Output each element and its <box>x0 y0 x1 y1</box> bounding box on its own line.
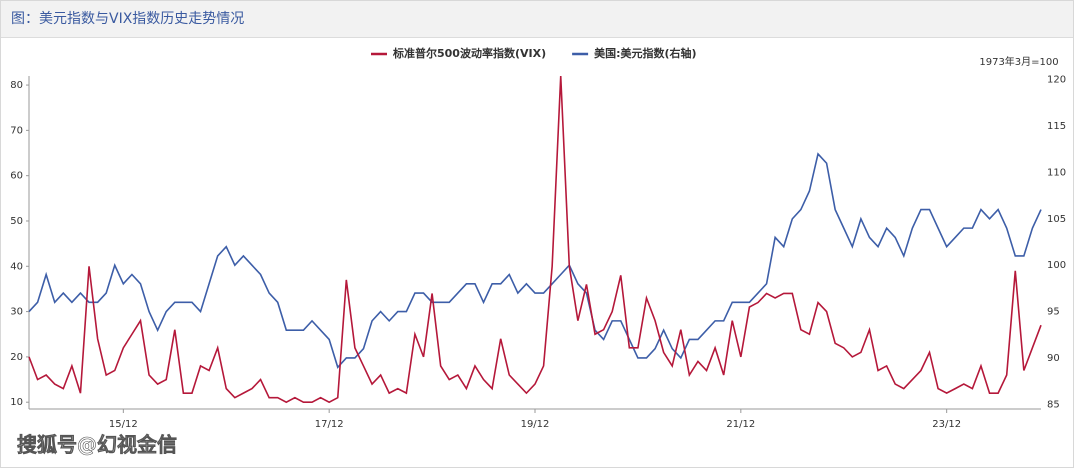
y2-tick-label: 95 <box>1047 307 1060 318</box>
y2-tick-label: 110 <box>1047 167 1066 178</box>
chart-title: 图：美元指数与VIX指数历史走势情况 <box>1 1 1073 38</box>
y2-tick-label: 120 <box>1047 75 1066 86</box>
y-tick-label: 60 <box>10 171 23 182</box>
y-tick-label: 80 <box>10 80 23 91</box>
series-line <box>28 152 1042 369</box>
y2-tick-label: 90 <box>1047 353 1060 364</box>
y-tick-label: 10 <box>10 397 23 408</box>
watermark: 搜狐号@幻视金信 <box>17 433 177 457</box>
y2-tick-label: 85 <box>1047 399 1060 410</box>
y-tick-label: 20 <box>10 352 23 363</box>
annotation: 1973年3月=100 <box>979 55 1058 68</box>
legend-label: 美国:美元指数(右轴) <box>594 46 696 60</box>
x-tick-label: 23/12 <box>932 419 961 430</box>
x-tick-label: 15/12 <box>109 419 138 430</box>
y-tick-label: 30 <box>10 307 23 318</box>
series-line <box>28 75 1042 404</box>
y2-tick-label: 115 <box>1047 121 1066 132</box>
y-tick-label: 70 <box>10 125 23 136</box>
y-tick-label: 50 <box>10 216 23 227</box>
chart: 1973年3月=100 搜狐号@幻视金信 10 20 30 40 50 60 70 80 85 9… <box>10 46 1066 457</box>
y-tick-label: 40 <box>10 261 23 272</box>
x-tick-label: 21/12 <box>726 419 755 430</box>
y2-tick-label: 105 <box>1047 214 1066 225</box>
x-tick-label: 19/12 <box>521 419 550 430</box>
x-tick-label: 17/12 <box>315 419 344 430</box>
legend-label: 标准普尔500波动率指数(VIX) <box>392 46 546 60</box>
y2-tick-label: 100 <box>1047 260 1066 271</box>
